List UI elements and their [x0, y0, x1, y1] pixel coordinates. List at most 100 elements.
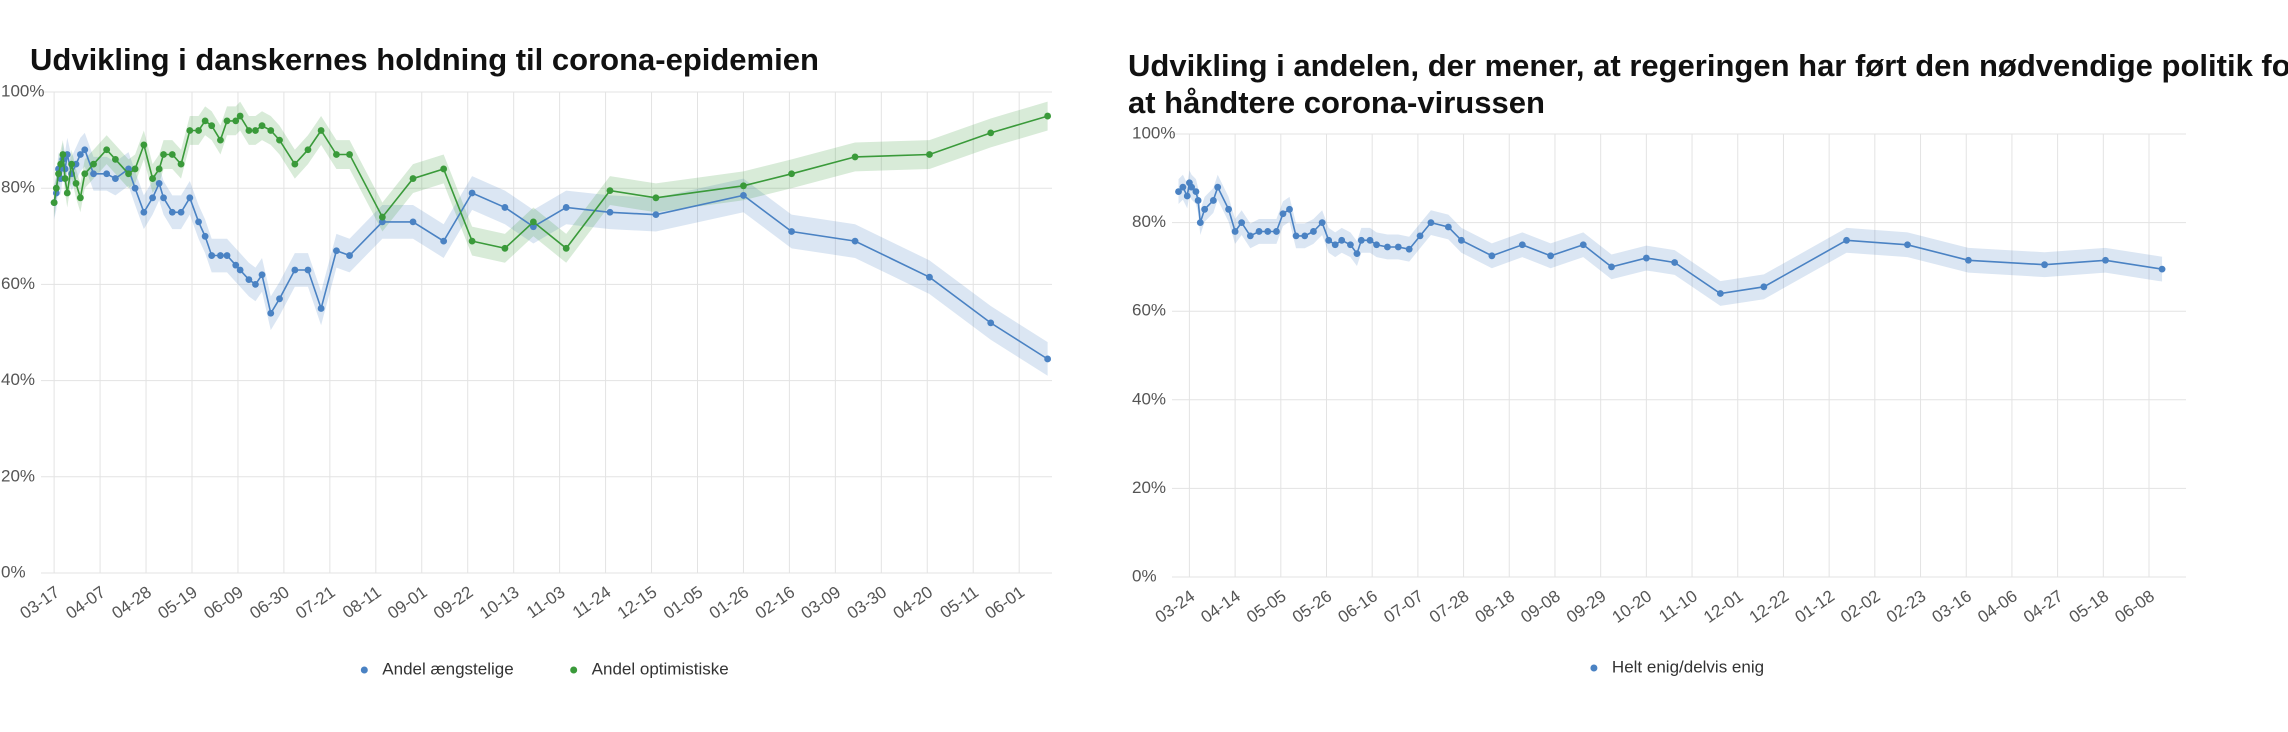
- data-point: [1338, 236, 1346, 244]
- data-point: [223, 252, 231, 259]
- data-point: [788, 170, 795, 178]
- data-point: [1231, 228, 1239, 235]
- data-point: [1196, 219, 1204, 227]
- x-tick-label: 06-09: [200, 582, 247, 623]
- data-point: [987, 319, 995, 327]
- legend: Helt enig/delvis enig: [1590, 657, 1764, 676]
- data-point: [291, 266, 299, 274]
- x-tick-label: 07-07: [1380, 586, 1427, 627]
- x-tick-label: 04-28: [108, 582, 155, 623]
- x-tick-label: 03-30: [844, 582, 891, 623]
- data-point: [252, 281, 259, 288]
- data-point: [1579, 241, 1587, 249]
- data-point: [236, 266, 244, 274]
- x-tick-label: 02-23: [1883, 586, 1930, 627]
- x-tick-label: 04-27: [2020, 586, 2067, 627]
- data-point: [140, 208, 148, 216]
- data-point: [562, 204, 570, 211]
- data-point: [501, 244, 509, 252]
- data-point: [1301, 232, 1309, 240]
- chart: Udvikling i andelen, der mener, at reger…: [1128, 48, 2288, 676]
- data-point: [291, 160, 299, 168]
- data-point: [112, 155, 119, 163]
- data-point: [155, 179, 163, 187]
- data-point: [252, 127, 259, 134]
- x-tick-label: 01-26: [706, 582, 753, 623]
- data-point: [1405, 245, 1413, 253]
- data-point: [267, 127, 275, 134]
- data-point: [333, 151, 340, 158]
- x-tick-label: 01-05: [660, 582, 707, 623]
- confidence-band: [1178, 170, 2163, 306]
- data-point: [1225, 205, 1232, 213]
- x-tick-label: 04-06: [1974, 586, 2021, 627]
- y-tick-label: 0%: [1132, 566, 1157, 585]
- data-point: [1286, 205, 1293, 213]
- x-tick-label: 09-08: [1517, 586, 1564, 627]
- x-tick-label: 09-22: [430, 582, 477, 623]
- data-point: [168, 151, 176, 158]
- data-point: [562, 244, 570, 252]
- data-point: [55, 170, 62, 178]
- data-point: [1547, 252, 1555, 260]
- data-point: [81, 170, 89, 178]
- x-tick-label: 05-19: [154, 582, 201, 623]
- data-point: [258, 271, 266, 279]
- x-tick-label: 04-07: [62, 582, 109, 623]
- data-point: [1331, 241, 1339, 249]
- data-point: [1246, 232, 1254, 240]
- data-point: [1238, 219, 1246, 227]
- data-point: [223, 117, 231, 125]
- data-point: [217, 136, 224, 144]
- data-point: [168, 208, 176, 216]
- x-tick-label: 03-17: [16, 582, 63, 623]
- data-point: [788, 228, 795, 235]
- data-point: [2102, 256, 2109, 264]
- data-point: [276, 295, 283, 303]
- data-point: [1264, 228, 1272, 235]
- data-point: [1318, 219, 1326, 227]
- data-point: [378, 213, 386, 221]
- x-tick-label: 10-13: [476, 582, 523, 623]
- data-point: [926, 273, 933, 281]
- data-point: [851, 237, 859, 245]
- data-point: [76, 194, 84, 202]
- data-point: [52, 184, 60, 192]
- data-point: [57, 160, 65, 168]
- chart-title: Udvikling i andelen, der mener, at reger…: [1128, 48, 2288, 83]
- x-tick-label: 02-16: [752, 582, 799, 623]
- x-tick-label: 06-30: [246, 582, 293, 623]
- data-point: [1965, 256, 1972, 264]
- data-point: [606, 187, 614, 195]
- y-tick-label: 80%: [1, 178, 35, 197]
- legend-label: Andel ængstelige: [382, 659, 513, 678]
- data-point: [1394, 243, 1402, 251]
- data-point: [90, 170, 97, 178]
- y-tick-label: 40%: [1, 370, 35, 389]
- data-point: [232, 261, 240, 269]
- data-point: [1044, 355, 1052, 363]
- y-tick-label: 0%: [1, 562, 26, 581]
- data-point: [501, 204, 509, 211]
- y-tick-label: 60%: [1132, 301, 1166, 320]
- x-tick-label: 05-11: [937, 582, 982, 622]
- data-point: [1904, 241, 1911, 249]
- data-point: [440, 237, 448, 245]
- data-point: [267, 309, 275, 317]
- data-point: [317, 305, 325, 312]
- x-tick-label: 12-22: [1746, 586, 1793, 627]
- x-tick-label: 11-24: [569, 582, 614, 622]
- legend-marker: [360, 666, 368, 674]
- data-point: [186, 127, 194, 134]
- y-tick-label: 60%: [1, 274, 35, 293]
- data-point: [59, 151, 67, 158]
- data-point: [1366, 236, 1374, 244]
- data-point: [304, 266, 312, 274]
- data-point: [195, 218, 202, 226]
- x-tick-label: 08-11: [339, 582, 384, 622]
- data-point: [112, 175, 119, 182]
- data-point: [304, 146, 312, 154]
- data-point: [63, 189, 71, 197]
- data-point: [76, 151, 84, 158]
